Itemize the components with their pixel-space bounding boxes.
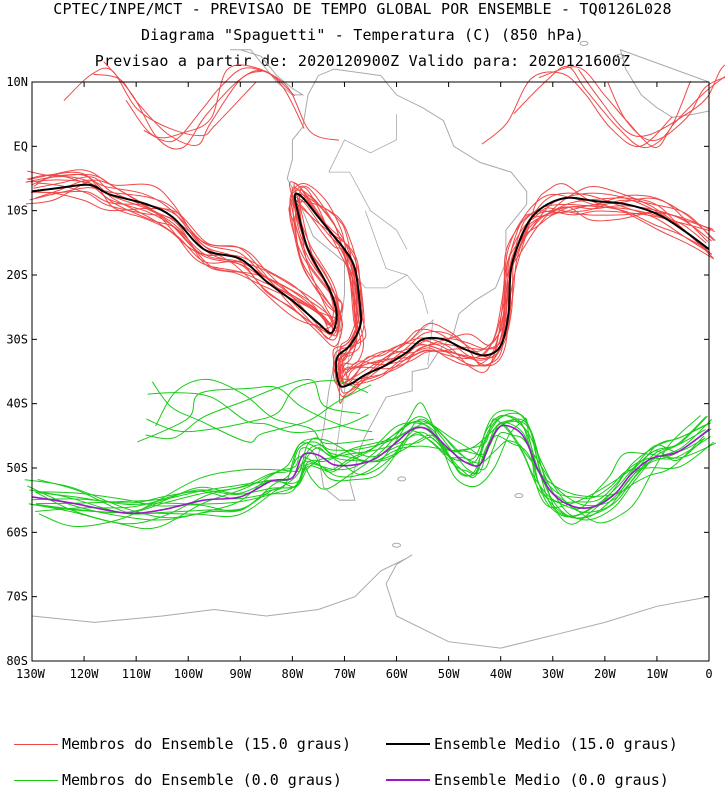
legend-label: Membros do Ensemble (15.0 graus) (62, 735, 351, 753)
legend-label: Membros do Ensemble (0.0 graus) (62, 771, 342, 789)
member-contour (28, 416, 712, 525)
longitude-labels: 130W 120W 110W 100W 90W 80W 70W 60W 50W 40W 30W 20W… (16, 667, 713, 681)
members-0-contours (24, 378, 717, 530)
member-contour (35, 412, 707, 519)
member-contour (63, 67, 257, 137)
member-contour (513, 65, 691, 149)
member-contour (35, 182, 707, 380)
legend-mean-15: Ensemble Medio (15.0 graus) (386, 735, 678, 753)
land-antarctica (31, 554, 710, 649)
lat-label: 80S (6, 654, 28, 668)
member-contour (143, 67, 340, 143)
land-south-america (286, 68, 528, 501)
member-contour (38, 402, 701, 528)
mean-15-contour (31, 183, 710, 388)
lon-label: 130W (16, 667, 46, 681)
lat-label: 70S (6, 590, 28, 604)
island (514, 493, 524, 499)
border-line (344, 261, 429, 314)
legend-swatch (386, 743, 430, 745)
map-frame (31, 81, 710, 662)
lon-label: 60W (386, 667, 408, 681)
member-contour (33, 171, 711, 386)
mean-0-contour (31, 424, 710, 515)
lat-label: EQ (14, 139, 28, 153)
member-contour (145, 379, 361, 440)
legend-label: Ensemble Medio (15.0 graus) (434, 735, 678, 753)
island (392, 542, 402, 548)
member-contour (30, 181, 714, 386)
lon-label: 80W (282, 667, 304, 681)
members-15-contours (25, 61, 725, 404)
land-central-america (229, 49, 305, 96)
lon-label: 0 (705, 667, 712, 681)
lat-label: 10N (6, 75, 28, 89)
member-contour (35, 416, 707, 519)
member-contour (481, 71, 673, 147)
land-layer (31, 40, 710, 649)
lon-label: 70W (334, 667, 356, 681)
legend-swatch (386, 779, 430, 781)
legend-mean-0: Ensemble Medio (0.0 graus) (386, 771, 669, 789)
member-contour (147, 392, 369, 434)
map-ticks (31, 81, 710, 662)
lon-label: 120W (70, 667, 100, 681)
lon-label: 110W (122, 667, 152, 681)
member-contour (155, 378, 374, 445)
legend-swatch (14, 743, 58, 745)
lat-label: 40S (6, 397, 28, 411)
ensemble-mean-contours (31, 183, 710, 515)
border-line (364, 210, 408, 276)
legend-members-15: Membros do Ensemble (15.0 graus) (14, 735, 351, 753)
lon-label: 10W (646, 667, 668, 681)
lon-label: 20W (594, 667, 616, 681)
member-contour (27, 422, 715, 521)
member-contour (151, 381, 372, 443)
lat-label: 10S (6, 204, 28, 218)
spaghetti-map: 10N EQ 10S 20S 30S 40S 50S 60S 70S 80S 130W 120W 11… (6, 40, 725, 681)
chart-title: CPTEC/INPE/MCT - PREVISAO DE TEMPO GLOBA… (53, 0, 672, 18)
member-contour (30, 186, 712, 385)
latitude-labels: 10N EQ 10S 20S 30S 40S 50S 60S 70S 80S (6, 75, 28, 668)
member-contour (607, 76, 725, 142)
lon-label: 30W (542, 667, 564, 681)
island (615, 53, 625, 59)
lat-label: 50S (6, 461, 28, 475)
border-line (328, 114, 397, 173)
member-contour (36, 414, 706, 518)
lon-label: 100W (174, 667, 204, 681)
lat-label: 30S (6, 332, 28, 346)
legend-members-0: Membros do Ensemble (0.0 graus) (14, 771, 342, 789)
member-contour (146, 380, 369, 433)
border-line (328, 171, 408, 250)
member-contour (578, 64, 725, 137)
lon-label: 50W (438, 667, 460, 681)
lon-label: 40W (490, 667, 512, 681)
member-contour (34, 179, 708, 398)
island (579, 40, 589, 46)
chart-subtitle: Diagrama "Spaguetti" - Temperatura (C) (… (140, 26, 585, 44)
legend-label: Ensemble Medio (0.0 graus) (434, 771, 669, 789)
member-contour (24, 418, 717, 519)
lat-label: 60S (6, 525, 28, 539)
legend-swatch (14, 779, 58, 781)
member-contour (35, 415, 708, 521)
forecast-dates: Previsao a partir de: 2020120900Z Valido… (94, 52, 631, 70)
member-contour (32, 409, 712, 525)
lon-label: 90W (229, 667, 251, 681)
lat-label: 20S (6, 268, 28, 282)
island (397, 476, 407, 482)
member-contour (125, 64, 305, 139)
